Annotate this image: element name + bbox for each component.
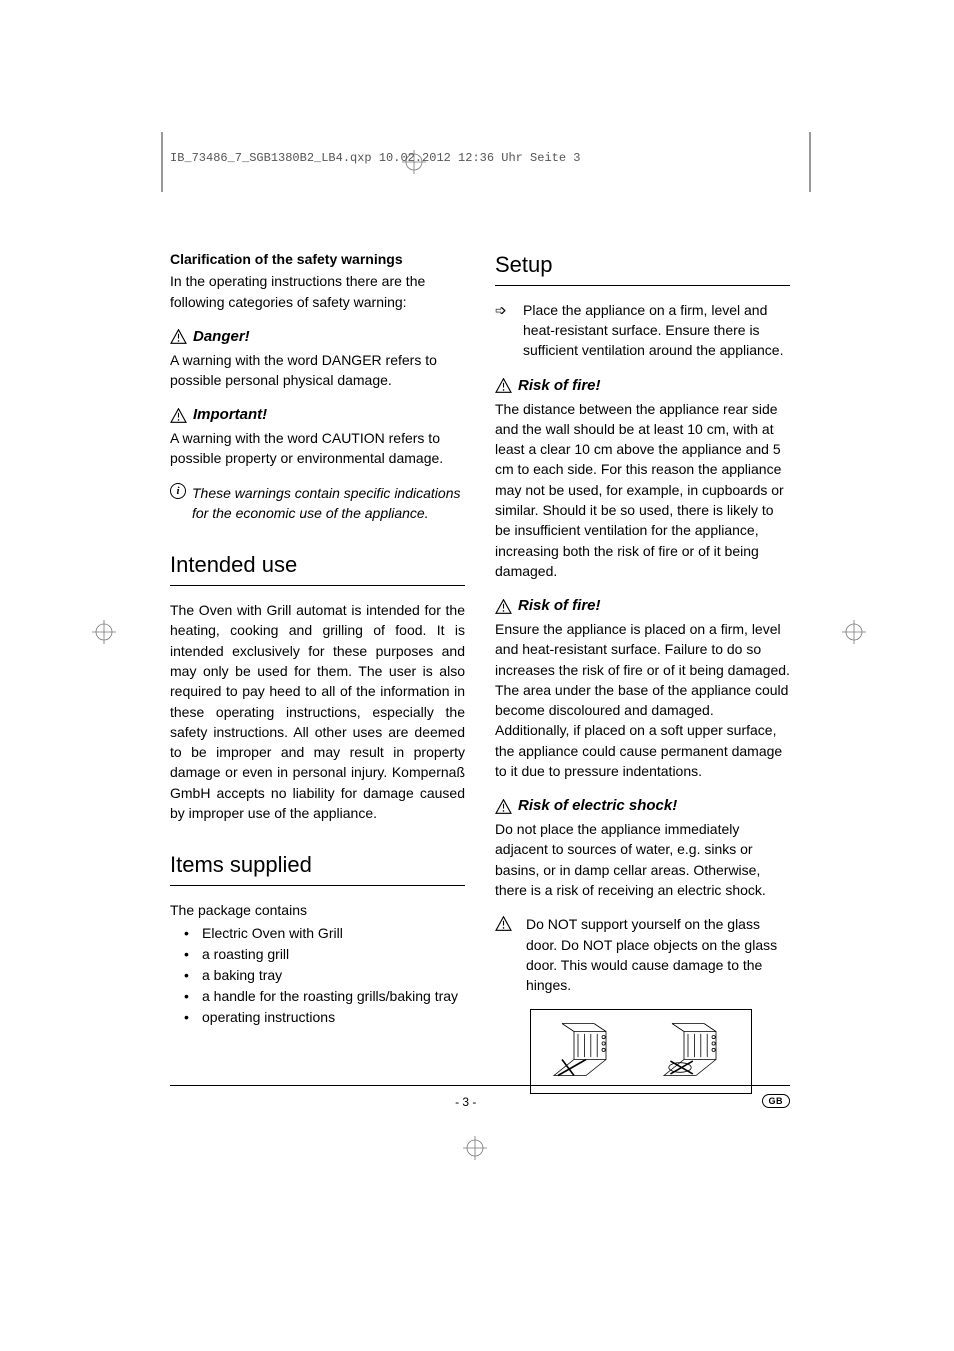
print-header-slug: IB_73486_7_SGB1380B2_LB4.qxp 10.02.2012 …: [170, 150, 580, 167]
list-item: Electric Oven with Grill: [170, 923, 465, 944]
right-column: Setup ➩ Place the appliance on a firm, l…: [495, 249, 790, 1094]
setup-step-text: Place the appliance on a firm, level and…: [523, 300, 790, 361]
risk-of-fire-heading-2: Risk of fire!: [495, 595, 790, 617]
info-note: i These warnings contain specific indica…: [170, 483, 465, 524]
items-intro: The package contains: [170, 900, 465, 920]
items-supplied-heading: Items supplied: [170, 849, 465, 886]
setup-step: ➩ Place the appliance on a firm, level a…: [495, 300, 790, 361]
door-diagram-no-lean: [546, 1019, 626, 1084]
risk-of-fire-heading-1: Risk of fire!: [495, 375, 790, 397]
warning-triangle-icon: [495, 916, 512, 931]
risk-of-fire-body-2: Ensure the appliance is placed on a firm…: [495, 619, 790, 781]
risk-of-fire-body-1: The distance between the appliance rear …: [495, 399, 790, 582]
setup-heading: Setup: [495, 249, 790, 286]
warning-triangle-icon: [495, 599, 512, 614]
arrow-icon: ➩: [495, 300, 509, 361]
info-icon: i: [170, 483, 186, 499]
registration-mark-right: [842, 620, 866, 644]
intended-use-heading: Intended use: [170, 549, 465, 586]
risk-of-fire-label: Risk of fire!: [518, 375, 601, 397]
left-column: Clarification of the safety warnings In …: [170, 249, 465, 1094]
door-warning-text: Do NOT support yourself on the glass doo…: [526, 914, 790, 995]
warning-triangle-icon: [170, 329, 187, 344]
crop-mark-tr: [800, 132, 820, 192]
important-label: Important!: [193, 404, 267, 426]
important-heading: Important!: [170, 404, 465, 426]
list-item: a roasting grill: [170, 944, 465, 965]
region-badge: GB: [762, 1094, 791, 1108]
info-body: These warnings contain specific indicati…: [192, 483, 465, 524]
door-diagram: [530, 1009, 752, 1094]
warning-triangle-icon: [170, 408, 187, 423]
important-body: A warning with the word CAUTION refers t…: [170, 428, 465, 469]
list-item: a handle for the roasting grills/baking …: [170, 986, 465, 1007]
danger-body: A warning with the word DANGER refers to…: [170, 350, 465, 391]
risk-of-fire-label: Risk of fire!: [518, 595, 601, 617]
clarification-heading: Clarification of the safety warnings: [170, 249, 465, 269]
danger-heading: Danger!: [170, 326, 465, 348]
door-diagram-no-objects: [656, 1019, 736, 1084]
warning-triangle-icon: [495, 799, 512, 814]
intended-use-body: The Oven with Grill automat is intended …: [170, 600, 465, 823]
danger-label: Danger!: [193, 326, 250, 348]
list-item: a baking tray: [170, 965, 465, 986]
door-warning: Do NOT support yourself on the glass doo…: [495, 914, 790, 995]
risk-of-shock-body: Do not place the appliance immediately a…: [495, 819, 790, 900]
registration-mark-bottom: [463, 1136, 487, 1160]
registration-mark-left: [92, 620, 116, 644]
risk-of-shock-heading: Risk of electric shock!: [495, 795, 790, 817]
risk-of-shock-label: Risk of electric shock!: [518, 795, 677, 817]
crop-mark-tl: [152, 132, 172, 192]
page-number: - 3 -: [455, 1094, 476, 1111]
clarification-body: In the operating instructions there are …: [170, 271, 465, 312]
list-item: operating instructions: [170, 1007, 465, 1028]
items-list: Electric Oven with Grill a roasting gril…: [170, 923, 465, 1028]
warning-triangle-icon: [495, 378, 512, 393]
